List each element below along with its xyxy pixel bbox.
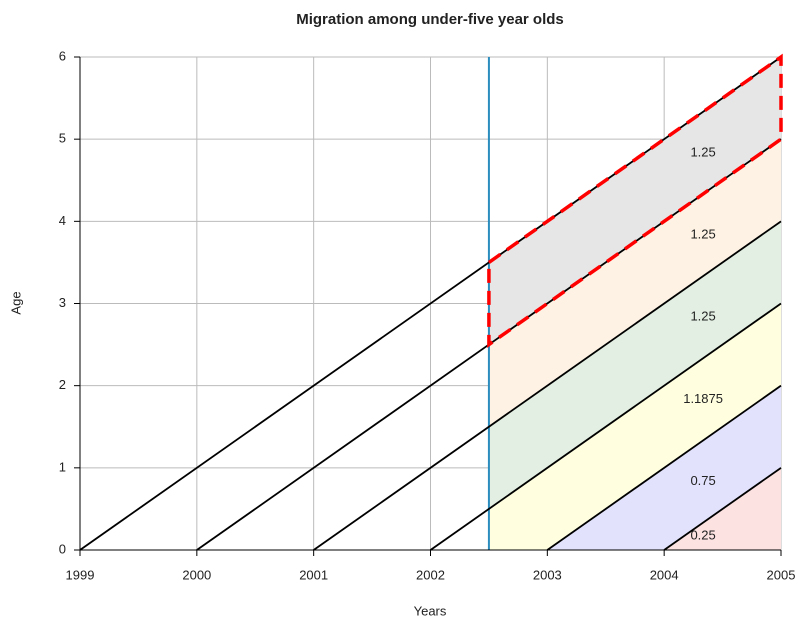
cohort-line [79, 56, 782, 551]
cohort-line [429, 302, 782, 551]
band [488, 303, 781, 550]
x-tick-label: 1999 [66, 567, 95, 582]
value-label: 1.25 [690, 144, 715, 159]
cohort-line [546, 384, 782, 551]
chart-title: Migration among under-five year olds [296, 11, 564, 28]
value-label: 1.1875 [683, 391, 723, 406]
highlight [487, 53, 783, 348]
x-tick-label: 2002 [416, 567, 445, 582]
band [488, 221, 781, 509]
x-tick-label: 2000 [182, 567, 211, 582]
x-tick-label: 2005 [767, 567, 796, 582]
y-tick-label: 0 [59, 541, 66, 556]
cohort-line [313, 220, 782, 551]
x-tick-label: 2001 [299, 567, 328, 582]
value-label: 0.75 [690, 473, 715, 488]
y-tick-label: 5 [59, 131, 66, 146]
value-label: 1.25 [690, 309, 715, 324]
x-tick-label: 2003 [533, 567, 562, 582]
band [488, 385, 781, 550]
band [488, 139, 781, 427]
cohort-line [663, 467, 782, 551]
y-tick-label: 6 [59, 48, 66, 63]
value-label: 1.25 [690, 226, 715, 241]
y-tick-label: 4 [59, 213, 66, 228]
y-axis-label: Age [8, 291, 23, 314]
y-tick-label: 3 [59, 295, 66, 310]
band [488, 467, 781, 550]
x-axis-label: Years [414, 603, 447, 618]
value-label: 0.25 [690, 528, 715, 543]
y-tick-label: 1 [59, 459, 66, 474]
band [488, 57, 781, 345]
y-tick-label: 2 [59, 377, 66, 392]
x-tick-label: 2004 [650, 567, 679, 582]
